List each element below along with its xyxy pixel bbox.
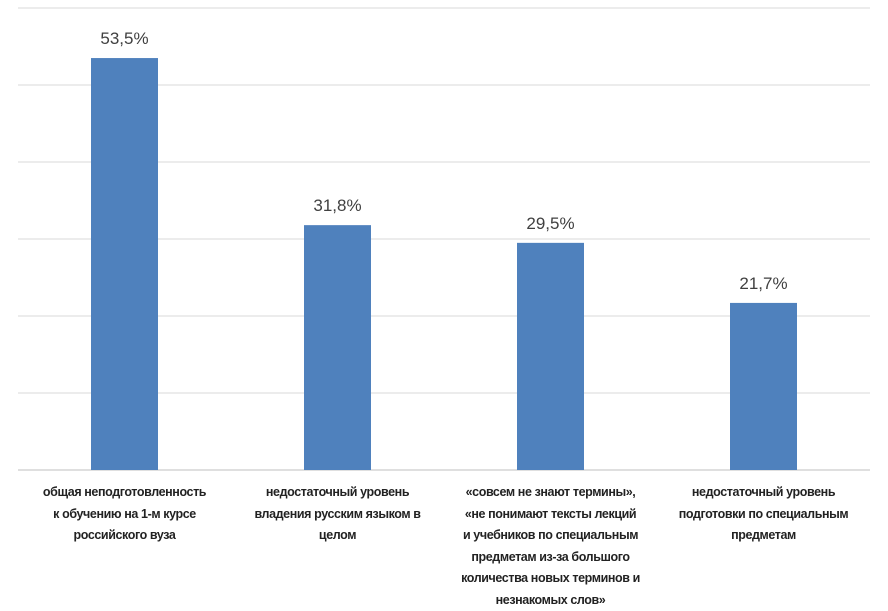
category-label-line: и учебников по специальным: [444, 525, 657, 547]
category-label-line: «совсем не знают термины»,: [444, 482, 657, 504]
data-label: 31,8%: [313, 196, 361, 215]
category-label-line: целом: [231, 525, 444, 547]
data-label: 21,7%: [739, 274, 787, 293]
category-label-line: недостаточный уровень: [657, 482, 870, 504]
category-label-line: предметам из-за большого: [444, 547, 657, 569]
bar: [517, 243, 584, 470]
category-label: «совсем не знают термины»,«не понимают т…: [444, 482, 657, 611]
category-label-line: российского вуза: [18, 525, 231, 547]
category-label-line: к обучению на 1-м курсе: [18, 504, 231, 526]
bar: [91, 58, 158, 470]
bar: [304, 225, 371, 470]
data-label: 29,5%: [526, 214, 574, 233]
data-label: 53,5%: [100, 29, 148, 48]
category-label-line: недостаточный уровень: [231, 482, 444, 504]
category-label-line: владения русским языком в: [231, 504, 444, 526]
category-label-line: количества новых терминов и: [444, 568, 657, 590]
category-label-line: общая неподготовленность: [18, 482, 231, 504]
category-label-line: предметам: [657, 525, 870, 547]
category-label-line: незнакомых слов»: [444, 590, 657, 611]
category-label-line: подготовки по специальным: [657, 504, 870, 526]
category-label-line: «не понимают тексты лекций: [444, 504, 657, 526]
bar: [730, 303, 797, 470]
